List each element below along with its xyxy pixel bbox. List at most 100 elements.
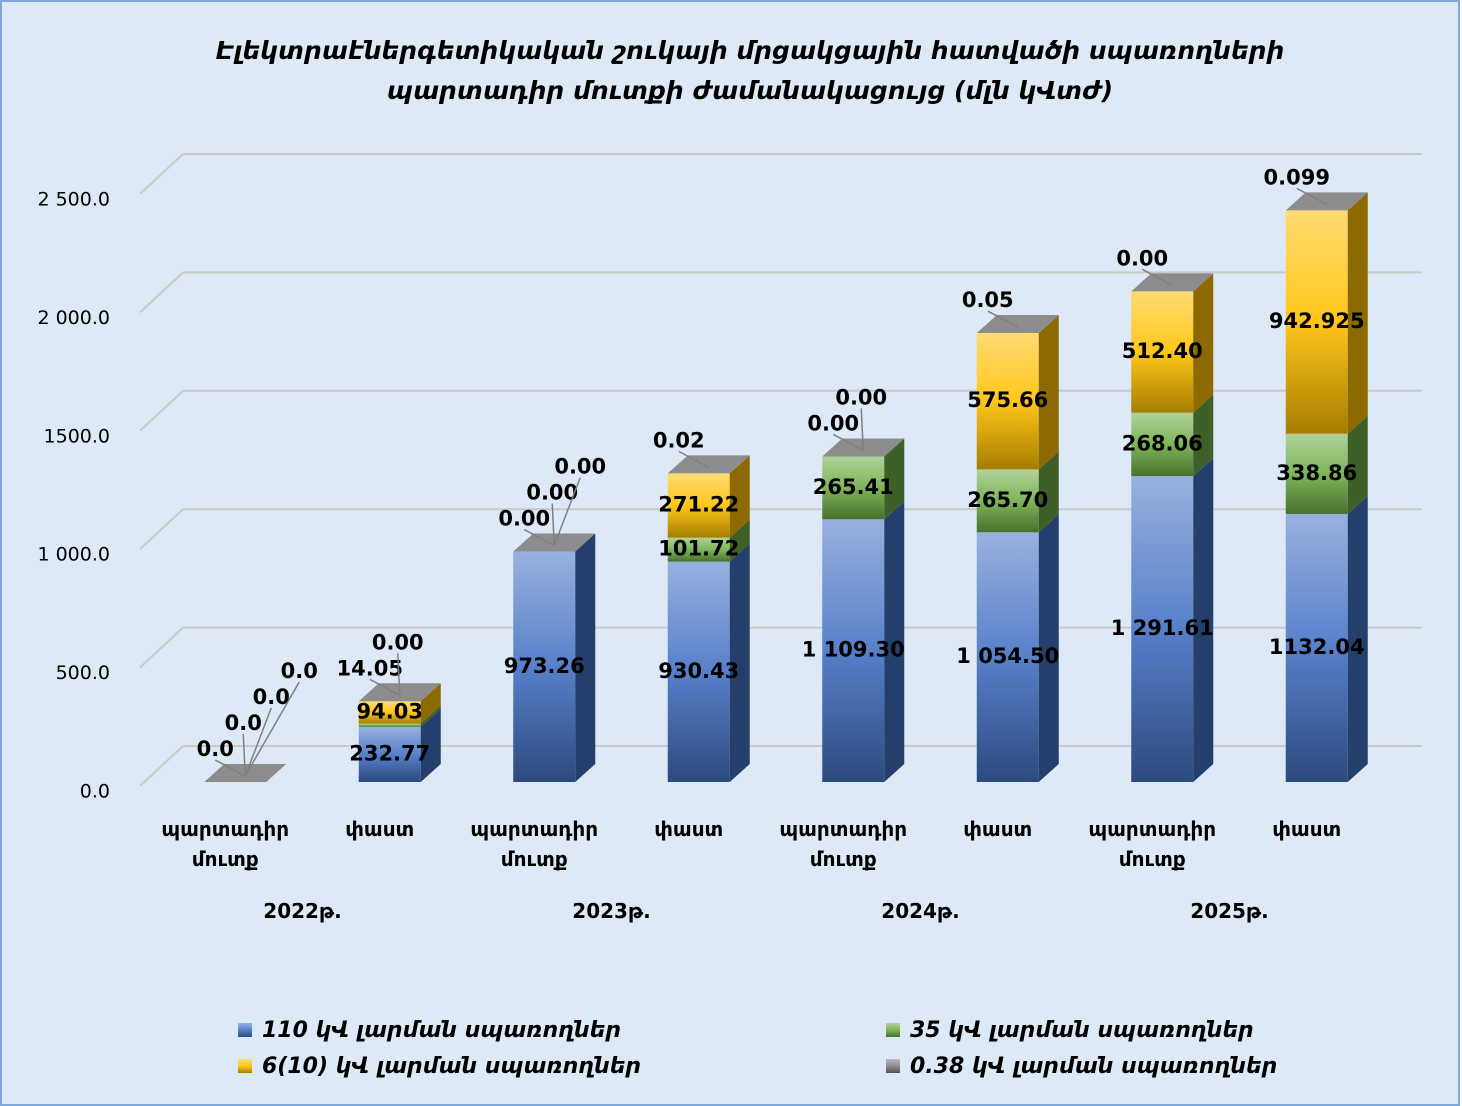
x-tick-label: պարտադիր մուտք xyxy=(161,817,290,871)
label-leader xyxy=(678,450,710,469)
data-label: 94.03 xyxy=(357,699,423,723)
label-leader xyxy=(832,433,864,452)
label-leader xyxy=(214,759,246,777)
x-group-label: 2022թ. xyxy=(263,899,342,923)
y-tick-label: 0.0 xyxy=(80,781,110,803)
grid-line-depth xyxy=(139,390,184,432)
bar-segment-side xyxy=(1193,394,1214,477)
label-leader xyxy=(523,528,555,547)
x-tick-label: փաստ xyxy=(345,817,415,841)
data-label: 575.66 xyxy=(967,388,1048,412)
bar-top xyxy=(667,455,750,474)
legend-label: 35 կՎ լարման սպառողներ xyxy=(910,1018,1254,1043)
x-tick-label: փաստ xyxy=(963,817,1033,841)
bar-segment xyxy=(1285,210,1348,434)
bar-segment-side xyxy=(1193,458,1214,782)
x-tick-label: պարտադիր մուտք xyxy=(779,817,908,871)
data-label: 338.86 xyxy=(1276,461,1357,485)
bar-segment xyxy=(976,469,1039,533)
x-group-label: 2024թ. xyxy=(881,899,960,923)
bar-top xyxy=(1131,273,1214,292)
data-label: 0.00 xyxy=(498,507,550,531)
bar-segment-side xyxy=(729,519,750,562)
bar-segment xyxy=(358,701,421,724)
data-label: 942.925 xyxy=(1269,309,1365,333)
grid-line-depth xyxy=(139,508,184,550)
x-group-label: 2023թ. xyxy=(572,899,651,923)
data-label: 0.099 xyxy=(1264,165,1330,189)
bar-segment xyxy=(358,726,421,782)
data-label: 232.77 xyxy=(349,741,430,765)
bar-segment xyxy=(513,551,576,782)
label-leader xyxy=(242,733,246,777)
label-leader xyxy=(987,310,1019,328)
data-label: 1 054.50 xyxy=(956,644,1059,668)
bar-segment xyxy=(667,473,730,538)
data-label: 271.22 xyxy=(658,492,739,516)
x-group-label: 2025թ. xyxy=(1190,899,1269,923)
data-label: 0.0 xyxy=(225,711,262,735)
bar-segment-side xyxy=(1193,273,1214,413)
data-label: 0.0 xyxy=(253,685,290,709)
bar-segment xyxy=(1285,513,1348,782)
bar-segment xyxy=(976,333,1039,470)
data-label: 1 109.30 xyxy=(802,638,905,662)
label-leader xyxy=(244,707,272,777)
bar-segment xyxy=(822,519,885,782)
bar-segment-side xyxy=(729,455,750,538)
bar-segment-side xyxy=(1347,192,1368,434)
bar-segment-side xyxy=(1038,315,1059,470)
data-label: 512.40 xyxy=(1122,339,1203,363)
label-leader xyxy=(397,653,401,696)
legend-swatch xyxy=(886,1059,900,1073)
data-label: 0.05 xyxy=(962,288,1014,312)
grid-line-depth xyxy=(139,271,184,314)
bar-segment-side xyxy=(420,708,441,782)
legend-label: 110 կՎ լարման սպառողներ xyxy=(262,1018,621,1043)
chart-title: պարտադիր մուտքի ժամանակացույց (մլն կՎտժ) xyxy=(387,76,1113,105)
label-leader xyxy=(551,503,555,546)
x-tick-label: պարտադիր մուտք xyxy=(1088,817,1217,871)
data-label: 930.43 xyxy=(658,659,739,683)
label-leader xyxy=(244,681,300,777)
legend-swatch xyxy=(886,1023,900,1037)
data-label: 265.70 xyxy=(967,488,1048,512)
bar-segment-side xyxy=(729,543,750,782)
label-leader xyxy=(1141,268,1173,286)
label-leader xyxy=(860,408,864,451)
bar-segment-side xyxy=(420,705,441,727)
bar-segment-side xyxy=(1038,514,1059,782)
data-label: 0.02 xyxy=(653,428,705,452)
y-tick-label: 500.0 xyxy=(56,662,110,684)
bar-segment xyxy=(667,537,730,562)
bar-top xyxy=(976,315,1059,334)
label-leader xyxy=(553,477,581,546)
grid-line-depth xyxy=(139,153,184,195)
data-label: 268.06 xyxy=(1122,431,1203,455)
bar-segment xyxy=(822,456,885,520)
data-label: 0.00 xyxy=(526,481,578,505)
bar-segment-side xyxy=(1038,451,1059,533)
bar-segment xyxy=(1131,412,1194,477)
data-label: 973.26 xyxy=(504,654,585,678)
data-label: 0.00 xyxy=(807,411,859,435)
data-label: 0.00 xyxy=(554,455,606,479)
label-leader xyxy=(1296,187,1328,206)
bar-segment-side xyxy=(884,438,905,520)
data-label: 1 291.61 xyxy=(1111,616,1214,640)
data-label: 265.41 xyxy=(813,475,894,499)
legend-label: 6(10) կՎ լարման սպառողներ xyxy=(262,1054,641,1079)
label-leader xyxy=(369,678,401,696)
bar-segment xyxy=(667,561,730,782)
bar-segment xyxy=(1131,291,1194,413)
bar-segment-side xyxy=(1347,495,1368,782)
chart-title: Էլեկտրաէներգետիկական շուկայի մրցակցային … xyxy=(216,36,1285,65)
legend-swatch xyxy=(238,1059,252,1073)
bar-segment xyxy=(358,723,421,727)
x-tick-label: փաստ xyxy=(1272,817,1342,841)
data-label: 0.0 xyxy=(197,737,234,761)
y-tick-label: 1500.0 xyxy=(44,425,110,447)
data-label: 0.00 xyxy=(835,385,887,409)
